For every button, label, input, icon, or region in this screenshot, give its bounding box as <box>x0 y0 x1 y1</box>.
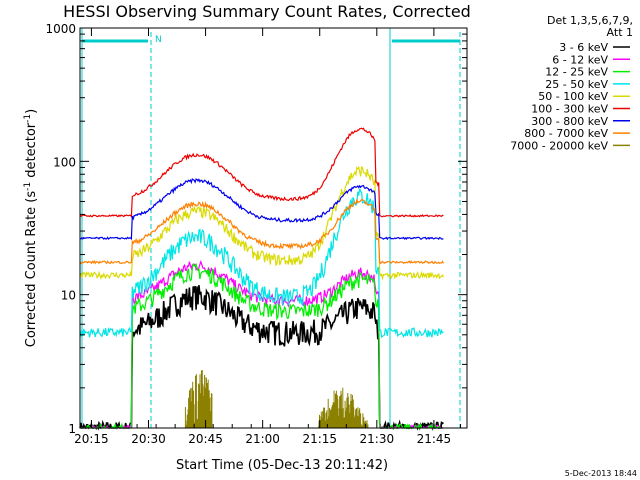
y-tick-label-3: 1000 <box>45 22 76 36</box>
legend-title: Det 1,3,5,6,7,9, <box>547 14 633 27</box>
series-7 <box>79 198 444 265</box>
y-axis-label: Corrected Count Rate (s-1 detector-1) <box>23 109 39 347</box>
y-tick-label-0: 1 <box>68 422 76 436</box>
y-tick-label-1: 10 <box>61 289 76 303</box>
legend-label-5: 100 - 300 keV <box>531 103 608 116</box>
plot-area: N <box>79 28 461 431</box>
legend-subtitle: Att 1 <box>607 26 633 39</box>
y-axis-label-text: Corrected Count Rate (s <box>24 191 39 348</box>
series-line-5 <box>79 127 444 219</box>
plot-frame <box>79 27 468 429</box>
legend-label-2: 12 - 25 keV <box>545 66 608 79</box>
series-line-8 <box>184 370 369 428</box>
x-axis-label: Start Time (05-Dec-13 20:11:42) <box>176 458 388 473</box>
series-line-7 <box>79 198 444 265</box>
legend-label-3: 25 - 50 keV <box>545 78 608 91</box>
series-line-4 <box>79 165 444 281</box>
series-line-6 <box>79 178 444 241</box>
x-tick-label-1: 20:30 <box>131 432 166 446</box>
x-tick-label-0: 20:15 <box>74 432 109 446</box>
legend-label-8: 7000 - 20000 keV <box>510 139 608 152</box>
series-3 <box>79 188 444 339</box>
legend-label-0: 3 - 6 keV <box>559 41 608 54</box>
series-line-1 <box>80 260 444 430</box>
night-annotation-label: N <box>155 35 162 45</box>
series-6 <box>79 178 444 241</box>
series-1 <box>80 260 444 430</box>
legend-label-1: 6 - 12 keV <box>552 53 608 66</box>
footer-timestamp: 5-Dec-2013 18:44 <box>565 469 637 478</box>
x-tick-label-3: 21:00 <box>245 432 280 446</box>
x-tick-label-5: 21:30 <box>360 432 395 446</box>
y-tick-label-2: 100 <box>53 155 76 169</box>
x-tick-label-6: 21:45 <box>417 432 452 446</box>
series-5 <box>79 127 444 219</box>
x-tick-label-2: 20:45 <box>188 432 223 446</box>
series-8 <box>184 370 369 428</box>
axes: 20:15 20:30 20:45 21:00 21:15 21:30 21:45 1 10 10… <box>45 22 468 446</box>
series-4 <box>79 165 444 281</box>
x-tick-label-4: 21:15 <box>302 432 337 446</box>
legend-label-6: 300 - 800 keV <box>531 115 608 128</box>
legend-label-7: 800 - 7000 keV <box>524 127 608 140</box>
series-line-3 <box>79 188 444 339</box>
chart-title: HESSI Observing Summary Count Rates, Cor… <box>63 2 471 21</box>
legend-label-4: 50 - 100 keV <box>538 90 608 103</box>
